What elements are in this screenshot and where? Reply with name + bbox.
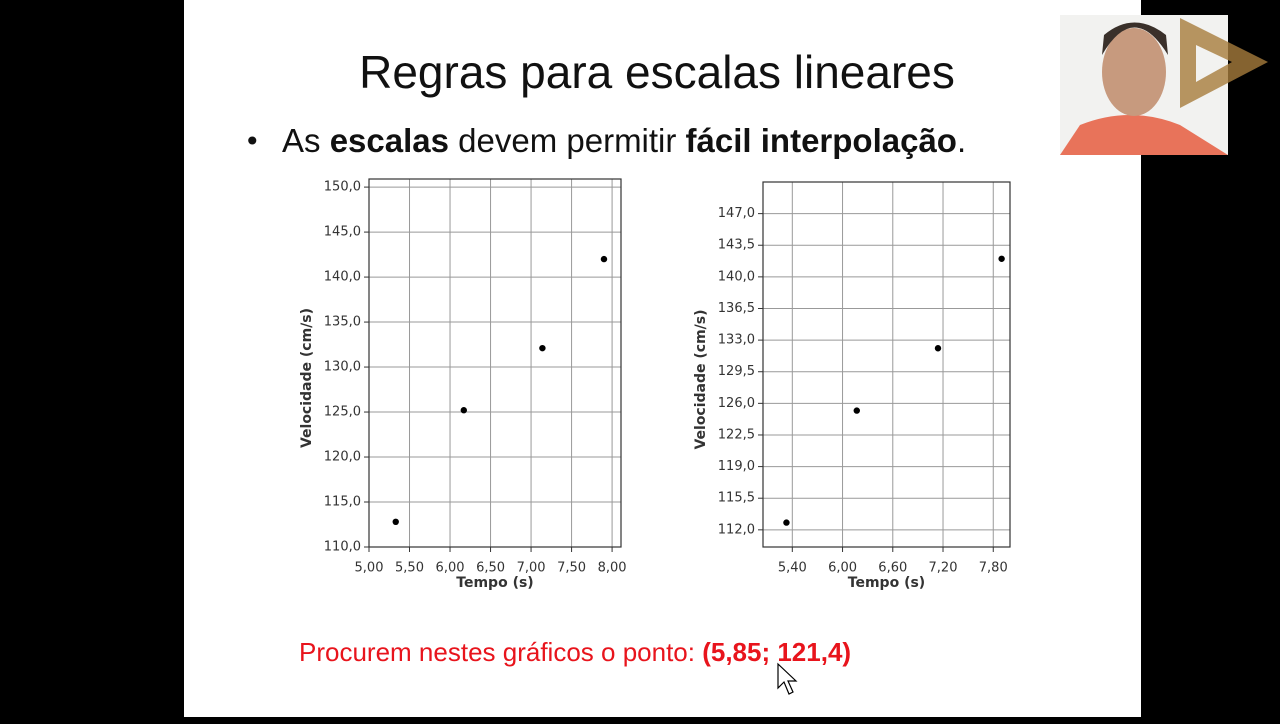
y-tick-label: 140,0 [718, 269, 755, 284]
y-tick-label: 130,0 [324, 360, 361, 375]
y-tick-label: 140,0 [324, 270, 361, 285]
x-axis-label: Tempo (s) [848, 575, 925, 591]
y-tick-label: 136,5 [718, 301, 755, 316]
y-tick-label: 122,5 [718, 427, 755, 442]
plot-frame [762, 181, 1011, 548]
y-axis-label: Velocidade (cm/s) [299, 308, 315, 448]
y-tick-label: 115,0 [324, 495, 361, 510]
y-tick-label: 115,5 [718, 491, 755, 506]
x-tick-label: 6,60 [878, 561, 907, 576]
y-tick-label: 112,0 [718, 522, 755, 537]
slide-title: Regras para escalas lineares [359, 46, 955, 98]
plot-area [369, 179, 621, 547]
x-tick-label: 5,50 [395, 561, 424, 576]
text-bold: (5,85; 121,4) [702, 637, 851, 667]
x-tick-label: 7,50 [557, 561, 586, 576]
text: Procurem nestes gráficos o ponto: [299, 637, 702, 667]
y-tick-label: 143,5 [718, 238, 755, 253]
data-point [539, 344, 546, 352]
chart: 5,40 6,00 6,60 7,20 7,80 112,0 115,5 119,0 122,5… [693, 181, 1011, 591]
data-point [600, 255, 608, 263]
cursor [777, 662, 798, 695]
y-tick-label: 119,0 [718, 459, 755, 474]
y-tick-label: 145,0 [324, 225, 361, 240]
hair [1102, 22, 1168, 55]
y-tick-label: 147,0 [718, 206, 755, 221]
shirt [1060, 115, 1228, 155]
data-point [783, 519, 790, 526]
chart: 5,00 5,50 6,00 6,50 7,00 7,50 8,00 110,0 115,0 12… [299, 178, 627, 591]
x-tick-label: 6,00 [828, 561, 857, 576]
face [1102, 28, 1166, 116]
x-tick-label: 8,00 [598, 561, 627, 576]
x-tick-label: 7,00 [517, 561, 546, 576]
y-tick-label: 125,0 [324, 405, 361, 420]
x-tick-label: 6,00 [436, 561, 465, 576]
y-tick-label: 133,0 [718, 333, 755, 348]
x-axis-label: Tempo (s) [456, 575, 533, 591]
y-tick-label: 129,5 [718, 364, 755, 379]
text: devem permitir [449, 122, 686, 159]
y-tick-label: 110,0 [324, 540, 361, 555]
x-tick-label: 7,80 [979, 561, 1008, 576]
data-point [853, 407, 860, 414]
footer-text: Procurem nestes gráficos o ponto: (5,85;… [299, 637, 851, 667]
x-tick-label: 5,00 [355, 561, 384, 576]
y-axis-label: Velocidade (cm/s) [693, 309, 709, 449]
logo [1180, 18, 1268, 108]
data-point [998, 255, 1005, 262]
charts: 5,00 5,50 6,00 6,50 7,00 7,50 8,00 110,0 115,0 12… [299, 178, 1011, 591]
text-bold: fácil interpolação [686, 122, 957, 159]
x-tick-label: 6,50 [476, 561, 505, 576]
y-tick-label: 126,0 [718, 396, 755, 411]
y-tick-label: 135,0 [324, 315, 361, 330]
data-point [392, 518, 399, 526]
data-point [460, 407, 468, 414]
text: As [282, 122, 330, 159]
y-tick-label: 120,0 [324, 450, 361, 465]
x-tick-label: 5,40 [778, 561, 807, 576]
bullet-text: As escalas devem permitir fácil interpol… [282, 122, 966, 159]
x-tick-label: 7,20 [929, 561, 958, 576]
text-bold: escalas [330, 122, 449, 159]
plot-area [763, 182, 1010, 547]
y-tick-label: 150,0 [324, 180, 361, 195]
bullet-mark: • [244, 125, 261, 158]
data-point [934, 345, 942, 352]
text: . [957, 122, 966, 159]
plot-frame [368, 178, 622, 548]
